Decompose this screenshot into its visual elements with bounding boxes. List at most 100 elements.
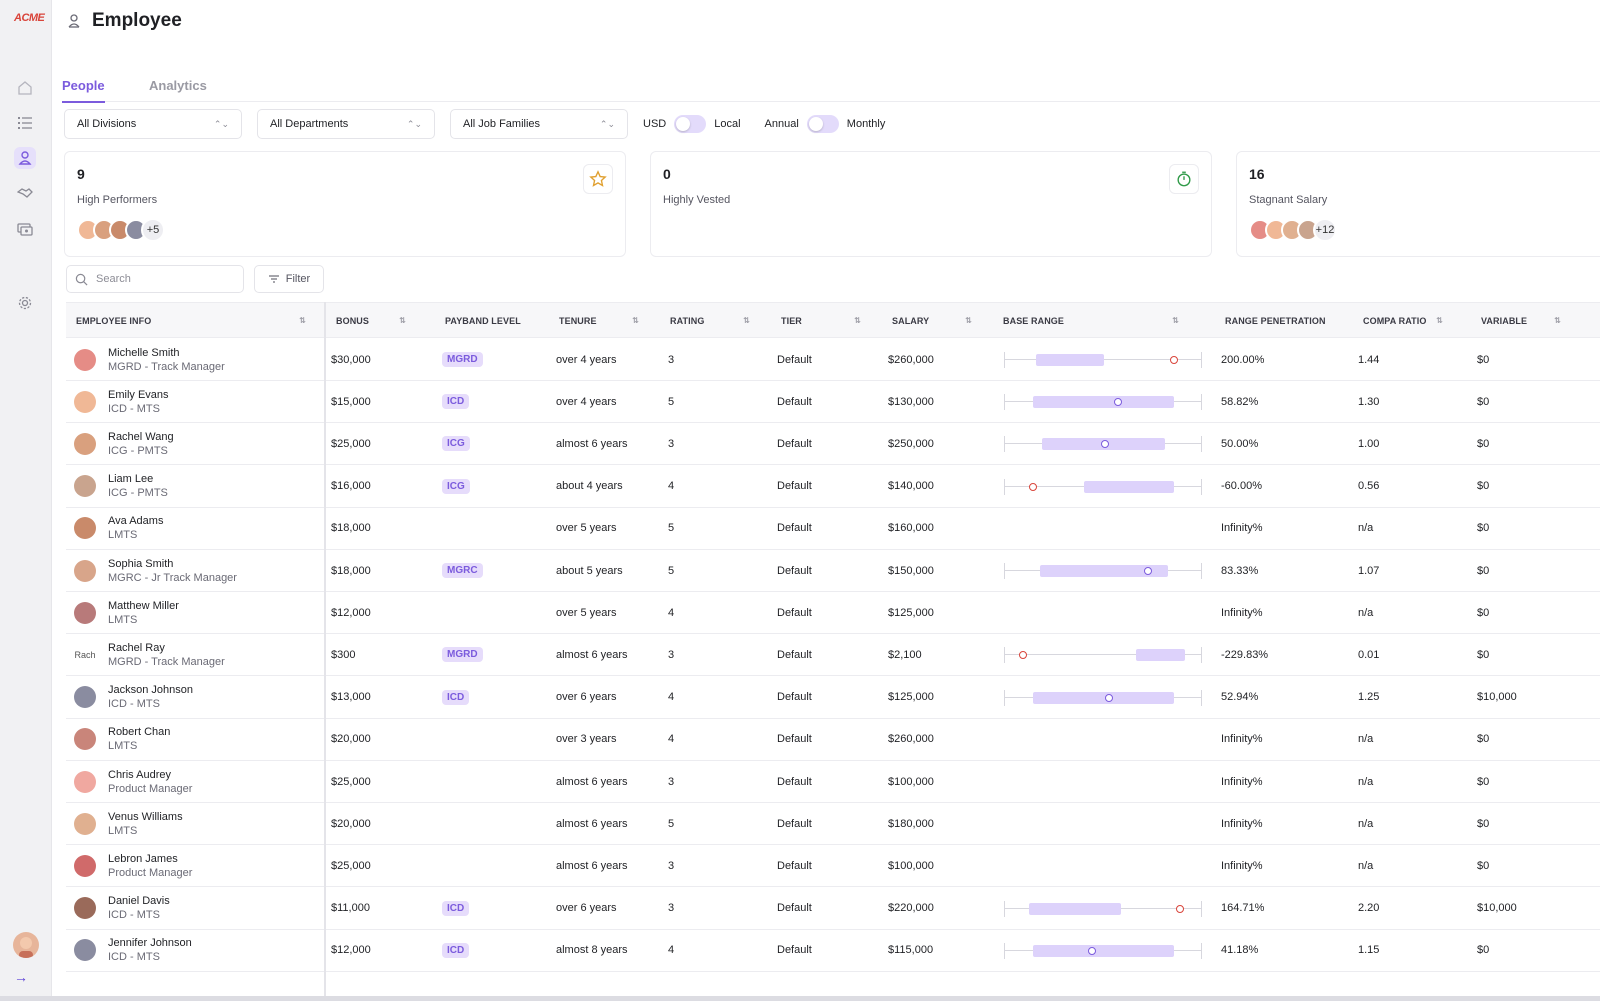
money-icon[interactable] — [14, 218, 36, 240]
col-label: Rating — [670, 316, 705, 326]
table-row[interactable]: Robert Chan LMTS $20,000 over 3 years 4 Defau… — [66, 718, 1600, 761]
tier-cell: Default — [777, 522, 812, 535]
employee-name[interactable]: Lebron James — [108, 852, 178, 865]
col-tier[interactable]: Tier ⇅ — [771, 303, 871, 339]
filter-bar: All Divisions ⌃⌄ All Departments ⌃⌄ All Jo… — [64, 109, 909, 139]
employee-name[interactable]: Michelle Smith — [108, 346, 180, 359]
table-row[interactable]: Venus Williams LMTS $20,000 almost 6 years 5… — [66, 802, 1600, 846]
divisions-select[interactable]: All Divisions ⌃⌄ — [64, 109, 242, 139]
filter-button[interactable]: Filter — [254, 265, 324, 293]
table-row[interactable]: Liam Lee ICG - PMTS $16,000 ICG about 4 year… — [66, 465, 1600, 508]
sort-icon[interactable]: ⇅ — [399, 316, 406, 325]
table-row[interactable]: Rach Rachel Ray MGRD - Track Manager $300 MG… — [66, 633, 1600, 677]
employee-name[interactable]: Chris Audrey — [108, 768, 171, 781]
more-count[interactable]: +5 — [141, 218, 165, 242]
table-row[interactable]: Michelle Smith MGRD - Track Manager $30,00… — [66, 338, 1600, 381]
search-input[interactable] — [96, 273, 236, 285]
tab-people[interactable]: People — [62, 78, 105, 103]
employee-name[interactable]: Rachel Ray — [108, 641, 165, 654]
star-icon[interactable] — [583, 164, 613, 194]
expand-arrow-icon[interactable]: → — [14, 969, 28, 985]
employee-role: ICG - PMTS — [108, 444, 168, 457]
list-icon[interactable] — [14, 112, 36, 134]
card-stagnant-salary[interactable]: 16 Stagnant Salary +12 — [1236, 151, 1600, 257]
sort-icon[interactable]: ⇅ — [965, 316, 972, 325]
employee-name[interactable]: Daniel Davis — [108, 895, 170, 908]
tenure-cell: over 5 years — [556, 606, 617, 619]
col-range-penetration[interactable]: Range Penetration — [1215, 303, 1345, 339]
sort-icon[interactable]: ⇅ — [1554, 316, 1561, 325]
more-count[interactable]: +12 — [1313, 218, 1337, 242]
employee-name[interactable]: Ava Adams — [108, 515, 164, 528]
chevron-updown-icon: ⌃⌄ — [213, 118, 229, 129]
employee-info-cell: Ava Adams LMTS — [74, 507, 324, 550]
col-employee-info[interactable]: Employee Info ⇅ — [66, 303, 316, 339]
sort-icon[interactable]: ⇅ — [299, 316, 306, 325]
employee-name[interactable]: Jennifer Johnson — [108, 937, 192, 950]
employee-name[interactable]: Matthew Miller — [108, 599, 179, 612]
job-families-select[interactable]: All Job Families ⌃⌄ — [450, 109, 628, 139]
employee-name[interactable]: Rachel Wang — [108, 430, 174, 443]
payband-badge: MGRD — [442, 647, 483, 663]
settings-gear-icon[interactable] — [14, 292, 36, 314]
col-rating[interactable]: Rating ⇅ — [660, 303, 760, 339]
sort-icon[interactable]: ⇅ — [743, 316, 750, 325]
employee-name[interactable]: Robert Chan — [108, 726, 171, 739]
home-icon[interactable] — [14, 77, 36, 99]
employee-name[interactable]: Sophia Smith — [108, 557, 174, 570]
col-base-range[interactable]: Base Range ⇅ — [993, 303, 1189, 339]
sort-icon[interactable]: ⇅ — [854, 316, 861, 325]
table-row[interactable]: Jackson Johnson ICD - MTS $13,000 ICD over 6… — [66, 676, 1600, 719]
period-toggle[interactable] — [806, 115, 839, 133]
col-compa-ratio[interactable]: Compa Ratio ⇅ — [1353, 303, 1453, 339]
bonus-cell: $16,000 — [331, 480, 371, 493]
variable-cell: $0 — [1477, 522, 1490, 535]
table-row[interactable]: Chris Audrey Product Manager $25,000 almost… — [66, 760, 1600, 803]
card-high-performers[interactable]: 9 High Performers +5 — [64, 151, 626, 257]
departments-select[interactable]: All Departments ⌃⌄ — [257, 109, 435, 139]
employee-name[interactable]: Venus Williams — [108, 810, 183, 823]
employee-role: Product Manager — [108, 866, 193, 879]
handshake-icon[interactable] — [14, 182, 36, 204]
base-range-chart — [1004, 478, 1202, 495]
tenure-cell: over 4 years — [556, 395, 617, 408]
compa-ratio-cell: 1.44 — [1358, 353, 1380, 366]
employee-role: LMTS — [108, 740, 138, 753]
employee-avatar — [74, 559, 96, 582]
col-salary[interactable]: Salary ⇅ — [882, 303, 982, 339]
table-row[interactable]: Rachel Wang ICG - PMTS $25,000 ICG almost 6 … — [66, 422, 1600, 466]
col-label: Payband Level — [445, 316, 521, 326]
base-range-chart — [1004, 942, 1202, 959]
sort-icon[interactable]: ⇅ — [632, 316, 639, 325]
person-icon[interactable] — [14, 147, 36, 169]
table-row[interactable]: Ava Adams LMTS $18,000 over 5 years 5 Default… — [66, 507, 1600, 550]
col-variable[interactable]: Variable ⇅ — [1471, 303, 1571, 339]
currency-toggle[interactable] — [674, 115, 707, 133]
user-avatar[interactable] — [13, 932, 39, 958]
table-row[interactable]: Daniel Davis ICD - MTS $11,000 ICD over 6 ye… — [66, 887, 1600, 930]
stopwatch-icon[interactable] — [1169, 164, 1199, 194]
col-tenure[interactable]: Tenure ⇅ — [549, 303, 649, 339]
employee-info-cell: Michelle Smith MGRD - Track Manager — [74, 338, 324, 381]
employee-name[interactable]: Jackson Johnson — [108, 684, 193, 697]
table-row[interactable]: Jennifer Johnson ICD - MTS $12,000 ICD almos… — [66, 929, 1600, 972]
table-row[interactable]: Emily Evans ICD - MTS $15,000 ICD over 4 yea… — [66, 380, 1600, 424]
col-bonus[interactable]: Bonus ⇅ — [326, 303, 416, 339]
table-row[interactable]: Lebron James Product Manager $25,000 almost… — [66, 844, 1600, 888]
sort-icon[interactable]: ⇅ — [1436, 316, 1443, 325]
departments-select-value: All Departments — [270, 118, 349, 130]
tab-analytics[interactable]: Analytics — [149, 78, 207, 93]
bonus-cell: $12,000 — [331, 606, 371, 619]
employee-name[interactable]: Liam Lee — [108, 473, 154, 486]
horizontal-scrollbar[interactable] — [0, 996, 1600, 1001]
employee-name[interactable]: Emily Evans — [108, 388, 169, 401]
table-row[interactable]: Sophia Smith MGRC - Jr Track Manager $18,0… — [66, 549, 1600, 592]
col-payband-level[interactable]: Payband Level — [435, 303, 535, 339]
search-box[interactable] — [66, 265, 244, 293]
range-penetration-cell: Infinity% — [1221, 606, 1263, 619]
table-row[interactable]: Matthew Miller LMTS $12,000 over 5 years 4 De… — [66, 591, 1600, 635]
card-highly-vested[interactable]: 0 Highly Vested — [650, 151, 1212, 257]
col-label: Tier — [781, 316, 802, 326]
sort-icon[interactable]: ⇅ — [1172, 316, 1179, 325]
variable-cell: $0 — [1477, 733, 1490, 746]
